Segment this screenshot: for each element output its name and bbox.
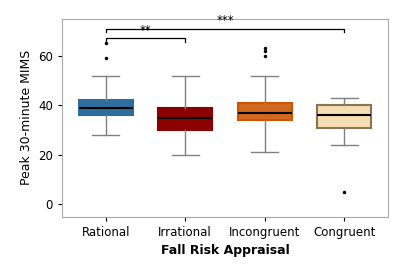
X-axis label: Fall Risk Appraisal: Fall Risk Appraisal	[161, 244, 289, 257]
Text: **: **	[140, 24, 151, 37]
PathPatch shape	[238, 103, 292, 120]
PathPatch shape	[79, 100, 133, 115]
Text: ***: ***	[216, 14, 234, 27]
PathPatch shape	[158, 108, 212, 130]
PathPatch shape	[317, 105, 371, 128]
Y-axis label: Peak 30-minute MIMS: Peak 30-minute MIMS	[20, 50, 32, 185]
